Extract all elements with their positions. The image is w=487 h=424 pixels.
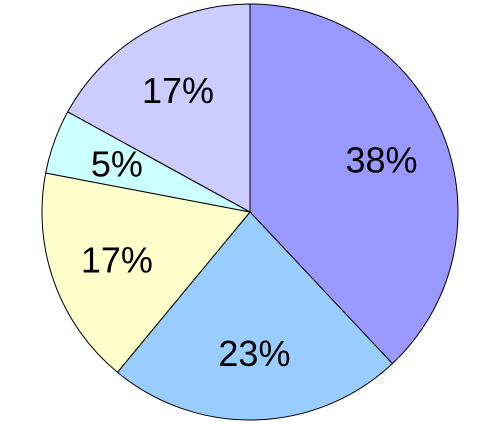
pie-slice-label-1: 23% [218,333,290,374]
pie-slice-2 [41,172,251,373]
pie-slice-4 [67,3,251,213]
pie-slice-0 [249,3,459,365]
pie-slice-label-3: 5% [91,144,143,185]
pie-slice-label-2: 17% [81,239,153,280]
pie-slice-label-4: 17% [142,70,214,111]
pie-slices [41,3,459,421]
pie-slice-label-0: 38% [345,139,417,180]
pie-labels: 38% 23% 17% 5% 17% [81,70,418,374]
pie-slice-1 [116,211,393,421]
